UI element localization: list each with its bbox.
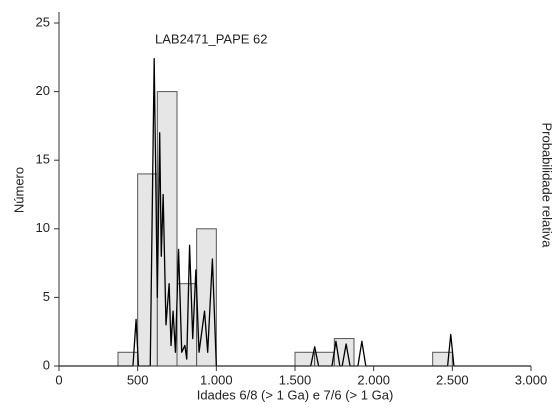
- x-tick-label: 1.000: [200, 372, 233, 387]
- x-tick-label: 2.500: [436, 372, 469, 387]
- y-tick-label: 15: [36, 152, 50, 167]
- x-tick-label: 500: [127, 372, 149, 387]
- y-axis-label: Número: [11, 167, 26, 213]
- y-tick-label: 10: [36, 220, 50, 235]
- probability-curve: [59, 58, 531, 367]
- y-tick-label: 0: [43, 357, 50, 372]
- histogram-bar: [117, 351, 139, 367]
- x-tick-label: 3.000: [515, 372, 548, 387]
- y2-axis-label: Probabilidade relativa: [540, 122, 555, 248]
- chart-title: LAB2471_PAPE 62: [155, 31, 268, 46]
- x-tick-label: 0: [55, 372, 62, 387]
- x-axis-label: Idades 6/8 (> 1 Ga) e 7/6 (> 1 Ga): [197, 387, 394, 402]
- histogram-bar: [137, 173, 158, 367]
- x-tick-label: 2.000: [357, 372, 390, 387]
- y-tick-label: 20: [36, 83, 50, 98]
- x-tick-label: 1.500: [279, 372, 312, 387]
- y-tick-label: 25: [36, 14, 50, 29]
- y-tick-label: 5: [43, 289, 50, 304]
